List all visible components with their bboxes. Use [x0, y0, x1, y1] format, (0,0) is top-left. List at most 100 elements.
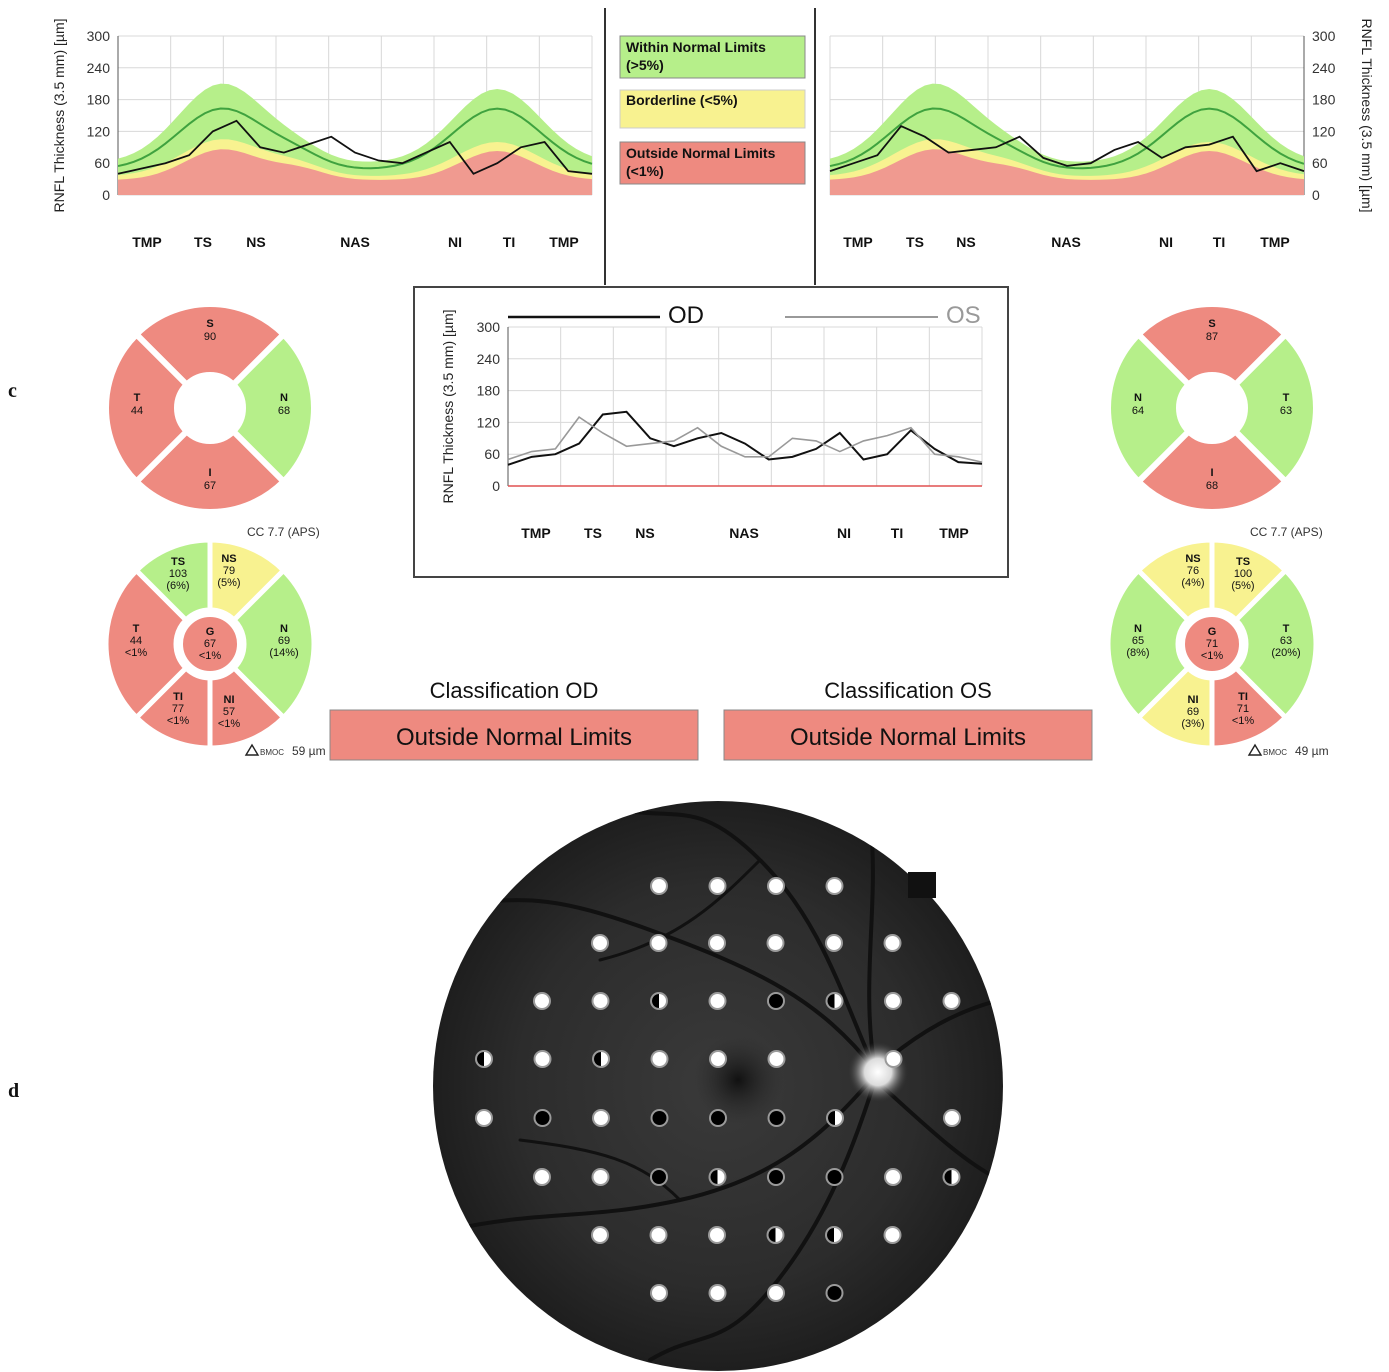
- sector-name: TI: [1238, 691, 1248, 703]
- perimetry-point: [767, 1050, 786, 1068]
- x-sector-label: TMP: [843, 234, 873, 250]
- sector-percentile: <1%: [1232, 715, 1255, 727]
- perimetry-point: [533, 1050, 552, 1068]
- sector-value: 44: [130, 635, 142, 647]
- sector-value: 79: [223, 565, 235, 577]
- x-sector-label: NS: [246, 234, 265, 250]
- perimetry-point: [708, 992, 727, 1010]
- od-rnfl-profile-chart: 300 240 180 120 60 0 RNFL Thickness (3.5 mm) […: [51, 19, 593, 250]
- perimetry-point: [766, 1226, 785, 1244]
- sector-name: NI: [1188, 694, 1199, 706]
- outside-band: [830, 149, 1304, 195]
- sector-percentile: (14%): [269, 647, 298, 659]
- perimetry-point: [709, 1050, 727, 1068]
- classification-od-result: Outside Normal Limits: [396, 724, 632, 751]
- perimetry-point: [825, 1168, 844, 1186]
- point-seen: [710, 879, 725, 893]
- normative-mean-line: [117, 107, 593, 170]
- y-axis-label: RNFL Thickness (3.5 mm) [µm]: [1359, 19, 1375, 213]
- od-quadrant-circle: S90 N68 I67 T44: [103, 301, 317, 515]
- x-sector-label: NI: [837, 525, 851, 541]
- series-line-od: [507, 410, 983, 466]
- sector-global: [1181, 613, 1243, 675]
- point-seen: [593, 1170, 608, 1184]
- sector-value: 71: [1206, 638, 1218, 650]
- y-tick-label: 120: [1312, 123, 1336, 139]
- perimetry-point: [649, 934, 668, 952]
- point-not-seen: [827, 1286, 842, 1300]
- point-half-seen: [827, 994, 835, 1008]
- perimetry-point: [942, 1168, 961, 1186]
- sector-n: [230, 566, 317, 722]
- sector-percentile: <1%: [199, 650, 222, 662]
- perimetry-point: [708, 1284, 727, 1302]
- quadrant-name: T: [134, 392, 141, 404]
- point-seen: [594, 1111, 608, 1125]
- quadrant-name: I: [1210, 467, 1213, 479]
- x-sector-label: TMP: [132, 234, 162, 250]
- legend-within-label: Within Normal Limits: [626, 39, 766, 55]
- sector-value: 100: [1234, 568, 1252, 580]
- legend-outside-swatch: [619, 141, 806, 185]
- y-tick-label: 0: [492, 478, 500, 494]
- perimetry-point: [591, 992, 610, 1010]
- point-not-seen: [769, 1170, 783, 1184]
- point-seen: [827, 879, 842, 893]
- os-bmoc-label: BMOC 49 µm: [1247, 743, 1329, 758]
- sector-n: [1105, 566, 1192, 722]
- sector-percentile: (6%): [166, 580, 189, 592]
- perimetry-point: [883, 1226, 902, 1244]
- quadrant-t: [1231, 330, 1319, 486]
- point-not-seen: [769, 1111, 784, 1125]
- point-seen: [886, 1170, 900, 1184]
- point-seen: [710, 936, 724, 950]
- perimetry-point: [766, 934, 785, 952]
- x-sector-label: TS: [906, 234, 924, 250]
- quadrant-value: 63: [1280, 405, 1292, 417]
- sector-name: TS: [1236, 556, 1250, 568]
- os-bmoc-value: 49 µm: [1295, 744, 1329, 758]
- point-half-seen: [944, 1170, 952, 1184]
- panel-letter-c: c: [8, 380, 17, 402]
- point-seen: [593, 1228, 607, 1242]
- od-bmoc-prefix: BMOC: [260, 748, 284, 757]
- point-seen: [593, 994, 608, 1008]
- fundus-corner-mark: [908, 872, 936, 898]
- sector-name: NI: [224, 694, 235, 706]
- quadrant-name: N: [1134, 392, 1142, 404]
- point-not-seen: [535, 1111, 550, 1125]
- x-sector-label: NI: [1159, 234, 1173, 250]
- sector-name: T: [133, 623, 140, 635]
- sector-value: 63: [1280, 635, 1292, 647]
- perimetry-grid: [475, 877, 961, 1302]
- point-not-seen: [827, 1170, 842, 1184]
- os-rnfl-profile-chart: 300 240 180 120 60 0 RNFL Thickness (3.5 mm) […: [829, 19, 1375, 250]
- y-tick-label: 300: [477, 319, 501, 335]
- perimetry-point: [650, 992, 668, 1010]
- perimetry-point: [767, 992, 785, 1010]
- sector-percentile: (8%): [1126, 647, 1149, 659]
- point-half-seen: [827, 1228, 834, 1242]
- sector-name: G: [1208, 626, 1217, 638]
- perimetry-point: [825, 934, 843, 952]
- series-line-os: [507, 416, 983, 463]
- y-tick-label: 300: [1312, 28, 1336, 44]
- perimetry-point: [650, 877, 668, 895]
- od-cc-label: CC 7.7 (APS): [247, 525, 320, 539]
- sector-value: 67: [204, 638, 216, 650]
- sector-percentile: <1%: [167, 715, 190, 727]
- point-seen: [593, 936, 607, 950]
- point-seen: [886, 994, 900, 1008]
- perimetry-point: [592, 1050, 610, 1068]
- point-seen: [710, 1286, 725, 1300]
- y-tick-label: 180: [477, 383, 501, 399]
- y-tick-label: 240: [1312, 60, 1336, 76]
- quadrant-s: [1134, 301, 1290, 389]
- point-seen: [651, 1228, 666, 1242]
- classification-od-title: Classification OD: [430, 678, 599, 703]
- os-bmoc-prefix: BMOC: [1263, 748, 1287, 757]
- x-sector-label: NI: [448, 234, 462, 250]
- legend-os-label: OS: [946, 302, 981, 329]
- point-not-seen: [652, 1170, 666, 1184]
- perimetry-point: [708, 934, 726, 952]
